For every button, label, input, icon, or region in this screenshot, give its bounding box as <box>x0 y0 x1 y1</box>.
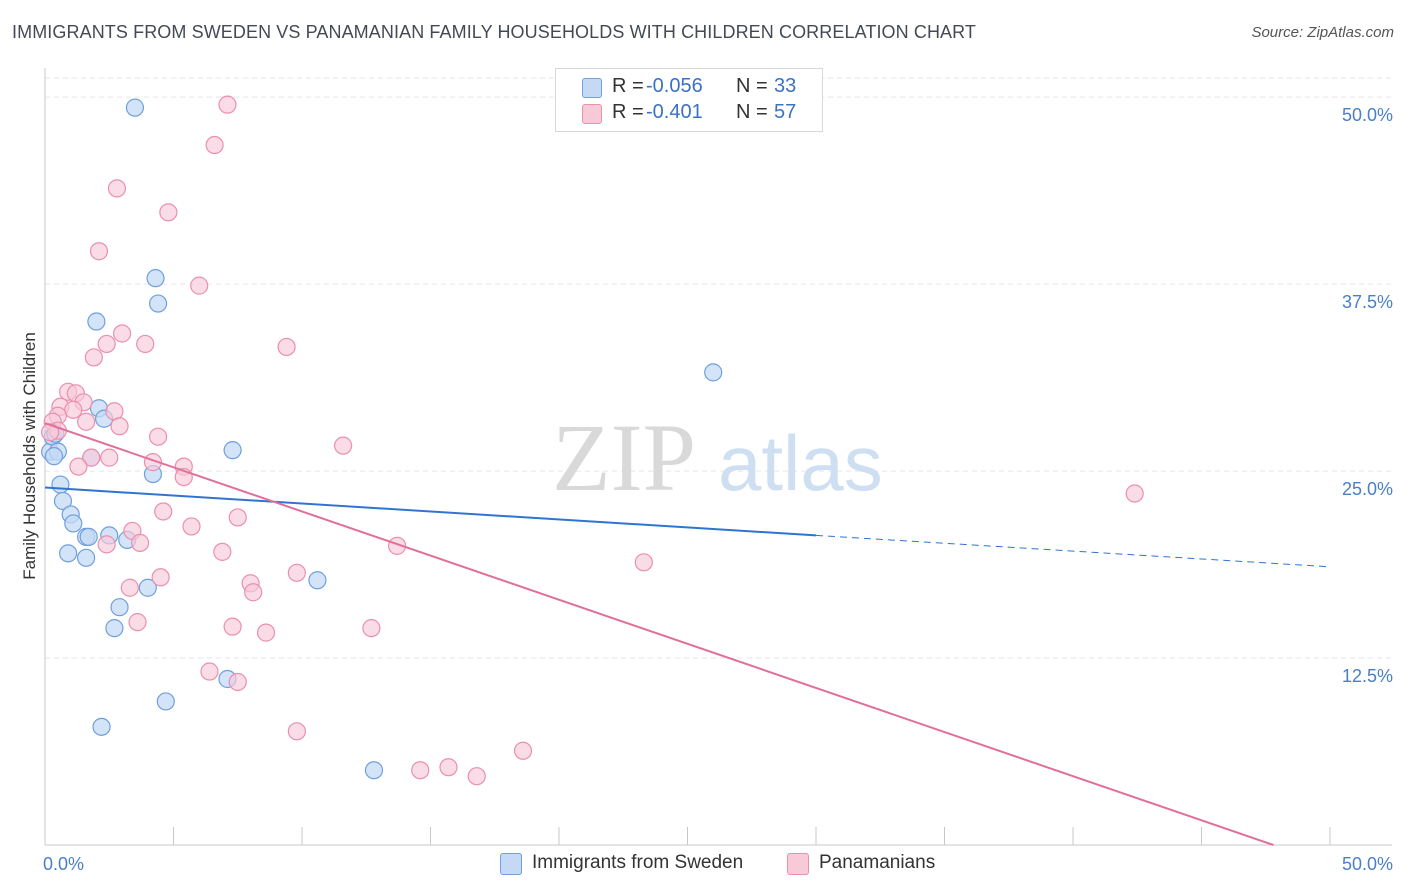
point-sweden <box>364 761 384 780</box>
point-panamanians <box>130 533 150 552</box>
point-panamanians <box>256 623 276 642</box>
point-sweden <box>59 544 78 563</box>
legend-swatch-panamanians <box>582 104 602 124</box>
watermark-atlas: atlas <box>718 419 883 507</box>
point-panamanians <box>97 535 116 554</box>
point-panamanians <box>84 348 103 367</box>
point-panamanians <box>213 542 232 561</box>
point-panamanians <box>41 423 60 442</box>
x-tick-label-min: 0.0% <box>43 854 84 874</box>
point-panamanians <box>89 242 109 261</box>
point-panamanians <box>439 758 458 777</box>
point-sweden <box>704 363 723 382</box>
point-panamanians <box>205 135 224 155</box>
legend: R = -0.056 N = 33 R = -0.401 N = 57 <box>555 68 823 132</box>
watermark: ZIP atlas <box>552 404 883 511</box>
point-sweden <box>87 312 106 331</box>
bottom-legend-swatch-panamanians <box>787 853 809 875</box>
point-panamanians <box>64 400 83 419</box>
point-sweden <box>148 294 168 313</box>
point-panamanians <box>362 619 381 638</box>
point-panamanians <box>287 563 306 582</box>
point-panamanians <box>228 672 247 692</box>
trend-line-sweden <box>44 486 817 537</box>
point-panamanians <box>228 508 247 527</box>
series-panamanians-points <box>41 95 1144 786</box>
point-panamanians <box>634 553 653 572</box>
legend-swatch-sweden <box>582 78 602 98</box>
point-sweden <box>308 571 327 590</box>
legend-n-value: 57 <box>774 101 797 123</box>
point-sweden <box>125 98 145 117</box>
legend-r-value: -0.401 <box>646 101 703 123</box>
legend-r-label: R = <box>612 101 644 123</box>
point-panamanians <box>277 337 296 357</box>
point-sweden <box>110 598 129 617</box>
point-sweden <box>79 527 98 546</box>
point-sweden <box>138 578 157 597</box>
point-panamanians <box>151 568 170 587</box>
point-panamanians <box>1125 484 1144 503</box>
point-sweden <box>105 619 124 638</box>
chart-title: IMMIGRANTS FROM SWEDEN VS PANAMANIAN FAM… <box>12 22 977 42</box>
point-panamanians <box>112 324 132 343</box>
point-panamanians <box>334 436 353 455</box>
point-panamanians <box>467 767 486 786</box>
point-panamanians <box>128 613 147 632</box>
legend-r-value: -0.056 <box>646 75 703 97</box>
y-tick-label: 37.5% <box>1342 292 1393 312</box>
point-sweden <box>44 447 64 466</box>
legend-n-value: 33 <box>774 75 797 97</box>
point-panamanians <box>120 578 139 597</box>
point-panamanians <box>513 741 533 760</box>
point-sweden <box>53 491 73 511</box>
bottom-legend-label-sweden: Immigrants from Sweden <box>532 852 744 873</box>
y-tick-label: 25.0% <box>1342 479 1393 499</box>
point-sweden <box>146 269 165 288</box>
point-sweden <box>64 514 83 533</box>
trend-line-panamanians <box>44 422 1274 846</box>
point-panamanians <box>69 457 88 476</box>
point-panamanians <box>107 179 127 198</box>
point-sweden <box>156 692 175 711</box>
tick-labels: 12.5% 25.0% 37.5% 50.0% 0.0% 50.0% <box>43 105 1393 874</box>
point-panamanians <box>244 583 263 602</box>
bottom-legend-label-panamanians: Panamanians <box>819 852 936 873</box>
trend-lines <box>44 422 1331 846</box>
bottom-legend-swatch-sweden <box>500 853 522 875</box>
point-panamanians <box>411 761 430 780</box>
point-panamanians <box>136 334 155 354</box>
point-panamanians <box>200 662 219 681</box>
point-panamanians <box>110 417 129 436</box>
legend-n-label: N = <box>736 101 768 123</box>
point-sweden <box>223 441 242 460</box>
point-panamanians <box>218 95 237 114</box>
point-panamanians <box>100 448 119 467</box>
point-panamanians <box>182 517 201 536</box>
y-tick-label: 50.0% <box>1342 105 1393 125</box>
point-sweden <box>77 548 96 567</box>
point-panamanians <box>159 203 178 222</box>
point-panamanians <box>148 427 168 446</box>
point-panamanians <box>77 412 96 431</box>
point-panamanians <box>82 448 101 467</box>
point-sweden <box>51 475 70 494</box>
point-panamanians <box>223 617 242 636</box>
point-panamanians <box>287 722 306 741</box>
y-tick-label: 12.5% <box>1342 666 1393 686</box>
y-axis-label: Family Households with Children <box>20 332 39 580</box>
legend-r-label: R = <box>612 75 644 97</box>
watermark-zip: ZIP <box>552 404 696 511</box>
trend-line-sweden-extension <box>815 534 1331 568</box>
legend-n-label: N = <box>736 75 768 97</box>
point-sweden <box>92 717 111 736</box>
point-panamanians <box>190 276 209 295</box>
x-tick-label-max: 50.0% <box>1342 854 1393 874</box>
point-panamanians <box>154 502 173 521</box>
point-panamanians <box>97 334 116 354</box>
source-label: Source: ZipAtlas.com <box>1251 24 1394 41</box>
